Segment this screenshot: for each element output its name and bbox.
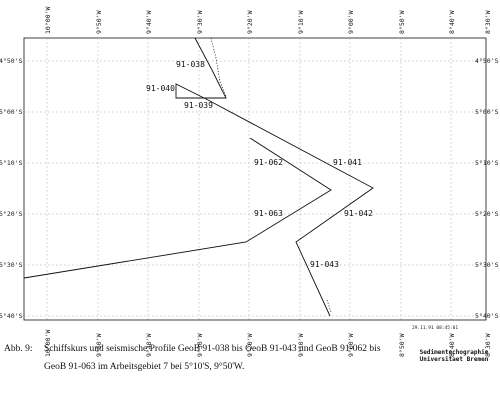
top-longitude-labels: 10°00'W 9°50'W 9°40'W 9°30'W 9°20'W 9°10… <box>44 7 492 34</box>
figure-number: Abb. 9: <box>4 344 33 354</box>
top-lon-label: 8°50'W <box>398 10 406 34</box>
left-lat-label: 5°30'S <box>0 261 23 269</box>
top-lon-label: 9°00'W <box>347 10 355 34</box>
left-lat-label: 5°00'S <box>0 108 23 116</box>
profile-label-91-063: 91-063 <box>254 209 283 218</box>
top-lon-label: 9°30'W <box>196 10 204 34</box>
bottom-lon-label: 8°30'W <box>484 333 492 357</box>
profile-label-91-062: 91-062 <box>254 158 283 167</box>
bottom-longitude-labels: 10°00'W 9°50'W 9°40'W 9°30'W 9°20'W 9°10… <box>44 330 492 357</box>
right-latitude-labels: 4°50'S 5°00'S 5°10'S 5°20'S 5°30'S 5°40'… <box>475 57 499 320</box>
right-lat-label: 5°30'S <box>475 261 499 269</box>
left-lat-label: 4°50'S <box>0 57 23 65</box>
top-lon-label: 10°00'W <box>44 7 52 34</box>
bottom-lon-label: 9°00'W <box>347 333 355 357</box>
seismic-profile-track <box>175 37 374 317</box>
right-lat-label: 4°50'S <box>475 57 499 65</box>
right-lat-label: 5°40'S <box>475 312 499 320</box>
credit-line-2: Universitaet Bremen <box>419 356 489 363</box>
top-lon-label: 9°40'W <box>145 10 153 34</box>
transit-track-dotted <box>210 37 227 97</box>
right-lat-label: 5°10'S <box>475 159 499 167</box>
right-lat-label: 5°00'S <box>475 108 499 116</box>
bottom-lon-label: 9°30'W <box>196 333 204 357</box>
top-lon-label: 9°10'W <box>297 10 305 34</box>
parallel-gridlines <box>24 60 486 317</box>
caption-text: Schiffskurs und seismische Profile GeoB … <box>44 344 381 372</box>
plot-timestamp: 29.11.91 08:45:01 <box>412 326 459 331</box>
credit-block: Sedimentechographie Universitaet Bremen <box>410 349 498 363</box>
top-lon-label: 8°30'W <box>484 10 492 34</box>
left-latitude-labels: 4°50'S 5°00'S 5°10'S 5°20'S 5°30'S 5°40'… <box>0 57 23 320</box>
bottom-lon-label: 9°10'W <box>297 333 305 357</box>
top-lon-label: 8°40'W <box>448 10 456 34</box>
bottom-lon-label: 9°40'W <box>145 333 153 357</box>
bottom-lon-label: 9°50'W <box>95 333 103 357</box>
profile-label-91-038: 91-038 <box>176 60 205 69</box>
map-frame <box>23 37 487 321</box>
profile-label-91-039: 91-039 <box>184 101 213 110</box>
left-lat-label: 5°20'S <box>0 210 23 218</box>
left-lat-label: 5°40'S <box>0 312 23 320</box>
bottom-lon-label: 8°40'W <box>448 333 456 357</box>
profile-label-91-041: 91-041 <box>333 158 362 167</box>
profile-label-91-042: 91-042 <box>344 209 373 218</box>
right-lat-label: 5°20'S <box>475 210 499 218</box>
bottom-lon-label: 8°50'W <box>398 333 406 357</box>
seismic-profile-track-062-063 <box>23 137 332 279</box>
bottom-lon-label: 10°00'W <box>44 330 52 357</box>
profile-label-91-040: 91-040 <box>146 84 175 93</box>
meridian-gridlines <box>46 38 452 320</box>
transit-track-dotted-connector <box>326 299 332 313</box>
top-lon-label: 9°20'W <box>246 10 254 34</box>
credit-line-1: Sedimentechographie <box>419 349 489 356</box>
profile-label-91-043: 91-043 <box>310 260 339 269</box>
left-lat-label: 5°10'S <box>0 159 23 167</box>
bottom-lon-label: 9°20'W <box>246 333 254 357</box>
top-lon-label: 9°50'W <box>95 10 103 34</box>
